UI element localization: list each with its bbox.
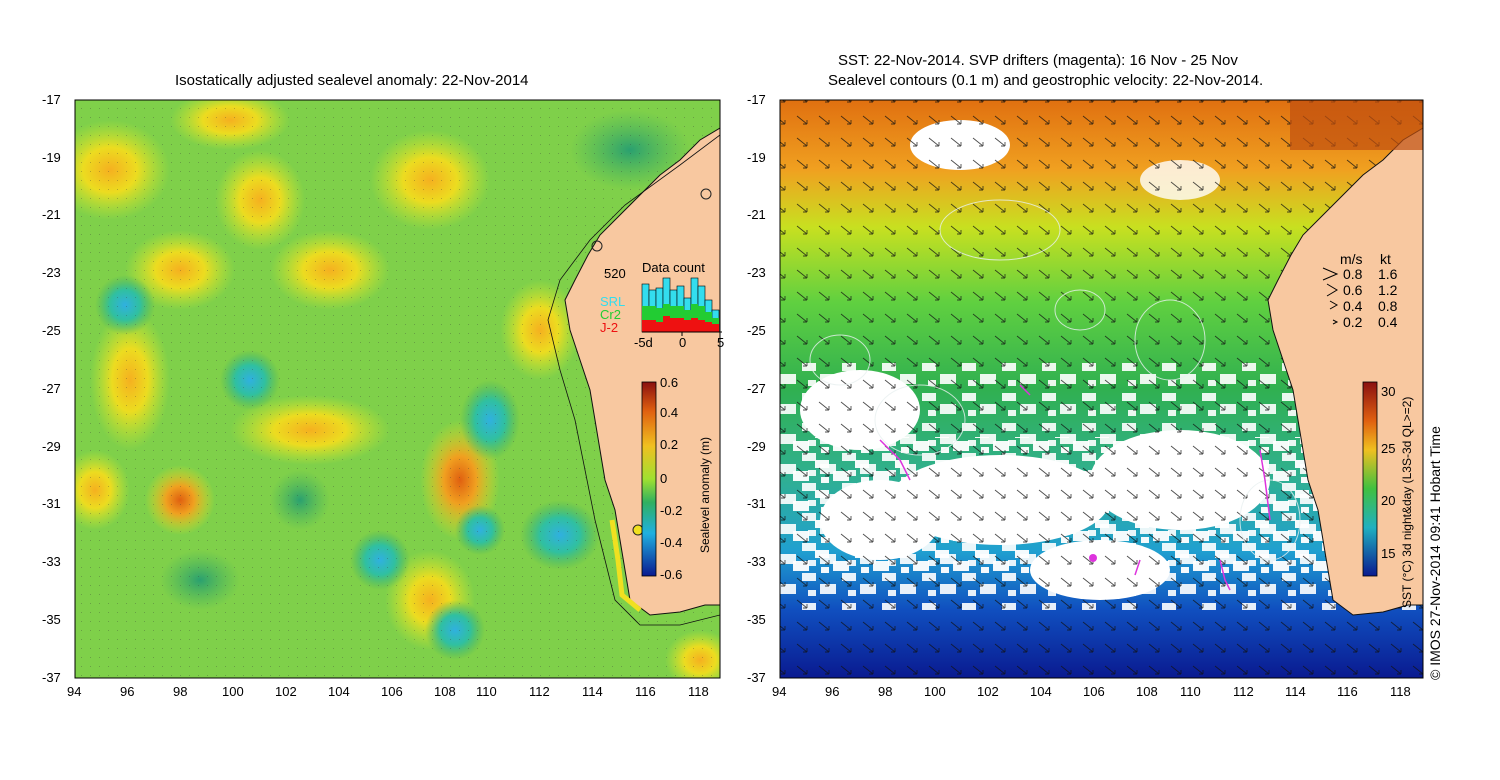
y-tick: -17 [42,92,61,107]
sealevel-anomaly-map [75,100,720,678]
legend-cr2: Cr2 [600,307,621,322]
x-tick: 100 [924,684,946,699]
y-tick: -25 [747,323,766,338]
x-tick: 116 [1337,684,1358,699]
y-tick: -35 [42,612,61,627]
sla-colorbar-label: Sealevel anomaly (m) [698,436,712,553]
y-tick: -23 [747,265,766,280]
sst-map [780,100,1423,678]
y-tick: -35 [747,612,766,627]
y-tick: -25 [42,323,61,338]
data-count-x-tick: -5d [634,335,653,350]
x-tick: 108 [434,684,456,699]
x-tick: 118 [1390,684,1411,699]
velocity-legend-header-ms: m/s [1340,251,1363,267]
right-panel-title-line1: SST: 22-Nov-2014. SVP drifters (magenta)… [838,52,1238,69]
sst-colorbar [1362,381,1378,577]
sst-colorbar-tick: 20 [1381,493,1396,508]
x-tick: 96 [825,684,840,699]
x-tick: 114 [1285,684,1306,699]
x-tick: 114 [582,684,603,699]
velocity-legend-arrows [1322,267,1339,325]
velocity-legend-ms: 0.2 [1343,314,1363,330]
legend-srl: SRL [600,294,626,309]
x-tick: 94 [67,684,82,699]
x-tick: 112 [529,684,550,699]
x-tick: 106 [381,684,403,699]
copyright-text: © IMOS 27-Nov-2014 09:41 Hobart Time [1427,426,1443,680]
sla-colorbar-tick: 0.2 [660,437,679,452]
velocity-legend-ms: 0.6 [1343,282,1363,298]
y-tick: -31 [42,496,61,511]
x-tick: 102 [977,684,999,699]
x-tick: 98 [878,684,893,699]
x-tick: 102 [275,684,297,699]
y-tick: -19 [747,150,766,165]
data-count-histogram [641,277,722,336]
velocity-legend-header-kt: kt [1380,251,1391,267]
velocity-legend-kt: 1.2 [1378,282,1398,298]
y-tick: -19 [42,150,61,165]
legend-j2: J-2 [600,320,619,335]
x-tick: 108 [1136,684,1158,699]
y-tick: -27 [42,381,61,396]
sst-colorbar-tick: 30 [1381,384,1396,399]
velocity-legend-ms: 0.8 [1343,266,1363,282]
data-count-x-tick: 0 [679,335,687,350]
sealevel-colorbar [641,381,657,577]
australia-land-right [1268,128,1423,615]
x-tick: 112 [1233,684,1254,699]
y-tick: -21 [747,207,766,222]
right-panel-title-line2: Sealevel contours (0.1 m) and geostrophi… [828,72,1264,89]
sla-colorbar-tick: 0.6 [660,375,679,390]
y-tick: -33 [747,554,766,569]
sla-colorbar-tick: 0 [660,471,668,486]
sst-colorbar-label: SST (°C) 3d night&day (L3S-3d QL>=2) [1400,396,1414,608]
australia-land-left [565,128,720,615]
x-tick: 104 [1030,684,1052,699]
x-tick: 100 [222,684,244,699]
sla-colorbar-tick: -0.6 [660,567,683,582]
x-tick: 104 [328,684,350,699]
sst-colorbar-tick: 25 [1381,441,1396,456]
x-tick: 98 [173,684,188,699]
x-tick: 116 [635,684,656,699]
sst-colorbar-tick: 15 [1381,546,1396,561]
y-tick: -31 [747,496,766,511]
x-tick: 118 [688,684,709,699]
sla-colorbar-tick: 0.4 [660,405,679,420]
y-tick: -23 [42,265,61,280]
y-tick: -33 [42,554,61,569]
y-tick: -37 [747,670,766,685]
y-tick: -17 [747,92,766,107]
x-tick: 106 [1083,684,1105,699]
data-count-title: Data count [642,260,705,275]
x-tick: 110 [1180,684,1201,699]
velocity-legend-kt: 0.8 [1378,298,1398,314]
x-tick: 94 [772,684,787,699]
x-tick: 96 [120,684,135,699]
data-count-x-tick: 5 [717,335,725,350]
velocity-legend-ms: 0.4 [1343,298,1363,314]
velocity-legend-kt: 0.4 [1378,314,1398,330]
y-tick: -29 [42,439,61,454]
y-tick: -27 [747,381,766,396]
velocity-legend-kt: 1.6 [1378,266,1398,282]
left-panel-title: Isostatically adjusted sealevel anomaly:… [175,72,529,89]
y-tick: -21 [42,207,61,222]
sla-colorbar-tick: -0.2 [660,503,683,518]
x-tick: 110 [476,684,497,699]
data-count-total: 520 [604,266,626,281]
y-tick: -37 [42,670,61,685]
y-tick: -29 [747,439,766,454]
sla-colorbar-tick: -0.4 [660,535,683,550]
